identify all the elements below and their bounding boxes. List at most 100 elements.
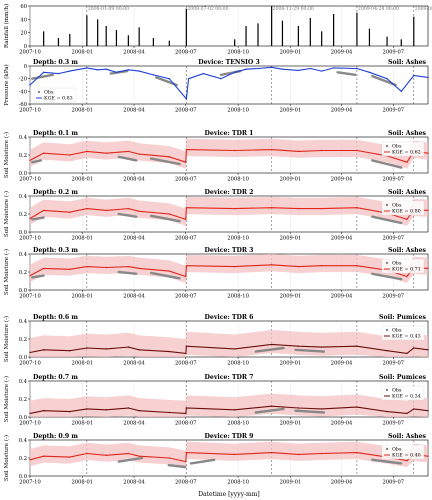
model-point	[427, 209, 429, 212]
model-point	[185, 218, 187, 221]
y-tick-label: 0.4	[19, 252, 28, 258]
model-point	[86, 265, 88, 268]
model-point	[270, 148, 273, 151]
panel-depth: Depth: 0.2 m	[33, 189, 78, 196]
x-tick-label: 2008-01	[72, 421, 94, 427]
y-axis-label: Soil Moisture (-)	[3, 376, 10, 422]
model-point	[400, 90, 402, 93]
y-tick-label: 0.2	[19, 337, 27, 343]
legend-model-label: KGE = 0.71	[392, 267, 421, 273]
panel-depth: Depth: 0.1 m	[33, 130, 78, 137]
x-tick-label: 2008-04	[123, 294, 145, 300]
model-point	[115, 71, 118, 74]
panel-device: Device: TDR 6	[205, 314, 254, 321]
panel-soil: Soil: Ashes	[388, 59, 426, 66]
x-tick-label: 2009-04	[331, 108, 353, 114]
legend-model-label: KGE = 0.83	[44, 96, 73, 102]
model-point	[297, 407, 300, 409]
y-tick-label: 0.0	[19, 415, 27, 421]
model-point	[245, 68, 247, 70]
obs-segment	[117, 270, 138, 275]
x-tick-label: 2008-01	[72, 177, 94, 183]
x-tick-label: 2008-01	[72, 50, 94, 56]
model-point	[297, 345, 300, 347]
model-point	[42, 267, 45, 270]
model-point	[406, 352, 408, 355]
x-tick-label: 2008-04	[123, 50, 145, 56]
x-tick-label: 2008-04	[123, 236, 145, 242]
x-tick-label: 2008-01	[72, 361, 94, 367]
y-axis-label: Soil Moisture (-)	[3, 435, 10, 481]
x-tick-label: 2009-01	[280, 480, 302, 486]
uncertainty-band	[30, 138, 428, 169]
x-tick-label: 2008-07	[175, 421, 197, 427]
panel-soil: Soil: Ashes	[388, 130, 426, 137]
model-point	[185, 412, 187, 415]
x-tick-label: 2008-10	[227, 50, 249, 56]
panel-device: Device: TDR 9	[205, 433, 254, 440]
obs-segment	[149, 271, 181, 280]
legend-obs-marker	[385, 144, 389, 148]
model-point	[386, 410, 388, 413]
x-tick-label: 2009-04	[331, 177, 353, 183]
model-point	[320, 265, 323, 267]
model-point	[427, 76, 429, 79]
model-point	[168, 270, 170, 272]
model-point	[297, 69, 300, 72]
model-point	[69, 154, 71, 156]
x-tick-label: 2008-10	[227, 108, 249, 114]
obs-segment	[189, 458, 216, 465]
obs-segment	[294, 348, 326, 353]
event-date-label: 2008-07-02 00:00	[187, 6, 228, 12]
model-point	[86, 67, 88, 69]
model-point	[138, 267, 140, 270]
model-point	[185, 265, 188, 267]
panel-depth: Depth: 0.7 m	[33, 374, 78, 381]
obs-segment	[167, 464, 187, 469]
x-tick-label: 2008-01	[72, 294, 94, 300]
legend-model-label: KGE = 0.43	[392, 334, 421, 340]
model-point	[69, 268, 71, 270]
x-tick-label: 2007-10	[19, 236, 41, 242]
x-tick-label: 2008-10	[227, 177, 249, 183]
y-tick-label: -40	[19, 89, 27, 95]
rain-bar	[413, 16, 415, 46]
obs-segment	[31, 159, 43, 164]
panel-soil: Soil: Ashes	[388, 247, 426, 254]
model-point	[127, 407, 130, 409]
rain-bar	[43, 31, 45, 46]
y-tick-label: 0.4	[19, 319, 28, 325]
x-tick-label: 2009-04	[331, 294, 353, 300]
model-point	[29, 84, 31, 86]
model-point	[233, 207, 236, 210]
event-date-label: 2009-04-28 00:00	[358, 6, 399, 12]
obs-segment	[117, 155, 138, 162]
model-point	[105, 454, 107, 456]
rain-bar	[271, 6, 273, 46]
x-tick-label: 2007-10	[19, 50, 41, 56]
model-point	[168, 213, 170, 215]
model-point	[320, 346, 323, 348]
obs-segment	[371, 458, 403, 465]
model-point	[42, 410, 45, 412]
legend-obs-label: Obs	[392, 388, 402, 394]
model-point	[127, 265, 130, 268]
panel-device: Device: TENSIO 3	[198, 59, 260, 66]
model-point	[413, 408, 415, 410]
y-tick-label: 0.0	[19, 355, 27, 361]
model-point	[320, 207, 323, 210]
model-point	[168, 411, 170, 414]
model-point	[270, 405, 273, 407]
y-axis-label: Pressure (kPa)	[3, 64, 10, 105]
x-tick-label: 2007-10	[19, 480, 41, 486]
model-point	[168, 457, 170, 459]
obs-segment	[31, 274, 45, 279]
panel-depth: Depth: 0.9 m	[33, 433, 78, 440]
x-tick-label: 2009-04	[331, 480, 353, 486]
x-tick-label: 2008-10	[227, 361, 249, 367]
axes-frame	[29, 5, 429, 47]
y-tick-label: 0	[24, 44, 27, 50]
x-tick-label: 2008-07	[175, 177, 197, 183]
panel-0: 0 20 40 60 Rainfall (mm/h) 2007-10 2008-01 2008…	[3, 4, 432, 56]
model-point	[42, 152, 45, 154]
